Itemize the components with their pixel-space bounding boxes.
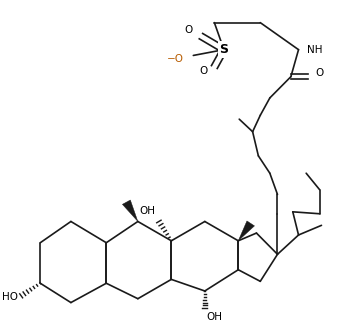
Text: −O: −O [167, 54, 184, 64]
Text: HO: HO [2, 292, 18, 302]
Text: O: O [315, 68, 324, 78]
Text: OH: OH [207, 312, 223, 322]
Text: S: S [220, 43, 228, 56]
Text: NH: NH [307, 45, 323, 55]
Polygon shape [238, 221, 254, 241]
Text: OH: OH [139, 206, 155, 216]
Text: O: O [184, 25, 192, 35]
Polygon shape [122, 200, 138, 222]
Text: O: O [199, 66, 207, 76]
